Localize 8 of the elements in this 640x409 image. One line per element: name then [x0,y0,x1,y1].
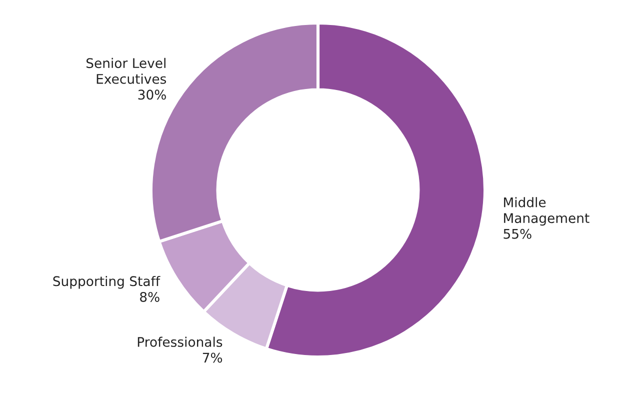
data-label: 7% [202,352,222,363]
slice-label: Senior Level Executives [86,58,166,84]
slice-label: Supporting Staff [53,276,160,289]
data-label: 55% [504,228,532,239]
data-label: 30% [138,90,166,100]
data-label: 8% [140,292,160,302]
slice-label: Professionals [138,336,222,347]
slice-label: Middle Management [504,197,590,226]
